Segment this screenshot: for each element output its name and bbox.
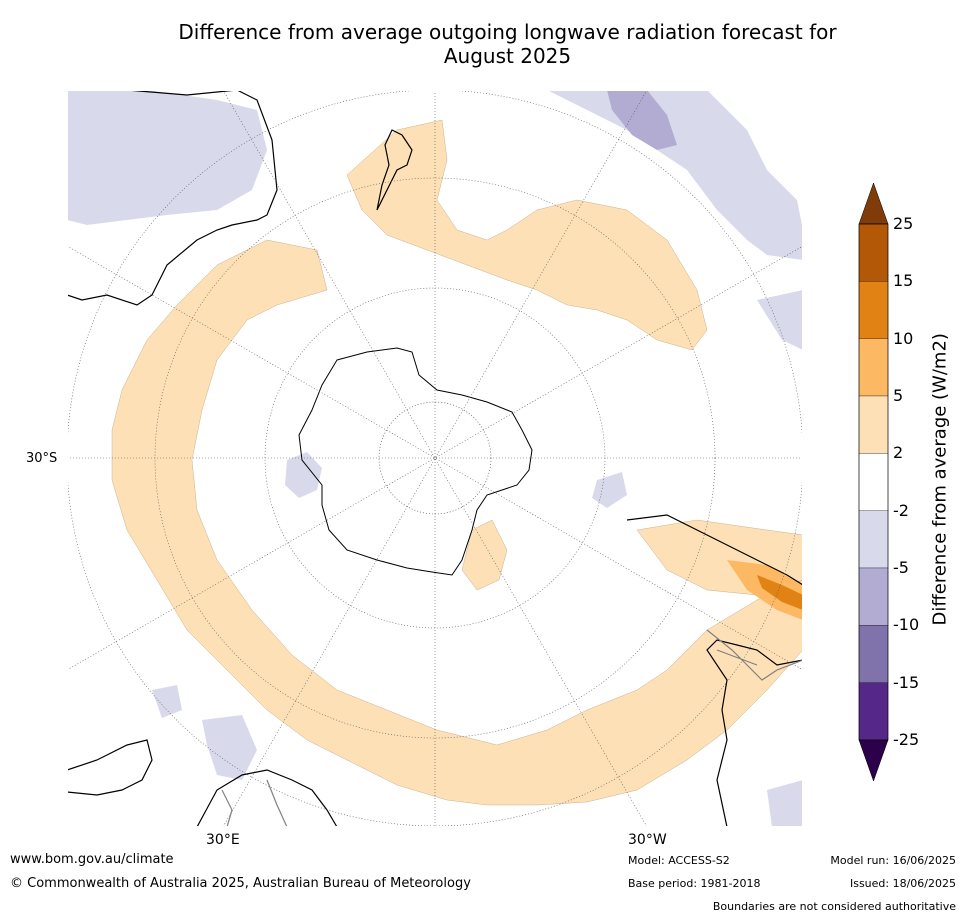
neg-area-india-ocean <box>152 685 182 718</box>
footer-disclaimer: Boundaries are not considered authoritat… <box>712 900 956 913</box>
strong-positive-area <box>757 575 803 610</box>
footer-model: Model: ACCESS-S2 <box>628 854 730 867</box>
colorbar-extend-bottom <box>858 739 889 782</box>
africa-coastline <box>67 739 338 827</box>
south-america-borders <box>706 629 803 681</box>
colorbar-segment <box>858 682 889 741</box>
colorbar-segment <box>858 625 889 683</box>
colorbar-segment <box>858 395 889 454</box>
colorbar-tick-label: -2 <box>893 500 909 520</box>
neg-area-southwest <box>202 715 257 780</box>
neg-area-bottom-right <box>767 780 803 827</box>
footer-base-period: Base period: 1981-2018 <box>628 877 761 890</box>
graticule <box>67 90 803 827</box>
map-title-line1: Difference from average outgoing longwav… <box>178 20 837 44</box>
colorbar-segment <box>858 223 889 282</box>
neg-area-scotia <box>592 472 627 508</box>
colorbar-tick-label: 2 <box>893 443 904 463</box>
neg-area-strong-south-america <box>607 90 677 150</box>
footer-model-run: Model run: 16/06/2025 <box>830 854 956 867</box>
lon-label-30e: 30°E <box>206 832 240 848</box>
colorbar-tick-label: 10 <box>893 328 914 348</box>
colorbar-tick-label: 15 <box>893 271 914 291</box>
colorbar-tick-label: -25 <box>893 730 920 749</box>
negative-anomaly-areas <box>67 90 803 827</box>
colorbar-tick-label: -5 <box>893 558 909 577</box>
lon-label-30w: 30°W <box>628 832 667 848</box>
colorbar-segment <box>858 338 889 397</box>
colorbar-extend-top <box>858 182 889 225</box>
colorbar-tick-label: -15 <box>893 672 920 692</box>
neg-area-south-america-north <box>547 90 803 260</box>
neg-area-africa-west <box>67 90 267 225</box>
colorbar-label: Difference from average (W/m2) <box>929 333 951 626</box>
neg-area-southeast <box>757 290 803 350</box>
colorbar-title: Difference from average (W/m2) <box>925 330 955 630</box>
neg-area-antarctic-ice <box>285 452 322 498</box>
colorbar-segment <box>858 453 889 511</box>
antarctica-coastline <box>298 347 533 576</box>
new-zealand-coastline <box>376 129 413 211</box>
polar-map <box>67 90 803 827</box>
colorbar-segment <box>858 510 889 569</box>
map-title-line2: August 2025 <box>443 44 572 68</box>
africa-borders <box>221 779 288 827</box>
footer-url: www.bom.gov.au/climate <box>10 852 174 867</box>
colorbar-tick-label: -10 <box>893 615 920 635</box>
stronger-negative-area <box>607 90 677 150</box>
footer-copyright: © Commonwealth of Australia 2025, Austra… <box>10 876 471 891</box>
footer-issued: Issued: 18/06/2025 <box>849 877 956 890</box>
pos-ring-west-arc <box>111 239 803 806</box>
map-title: Difference from average outgoing longwav… <box>60 20 955 68</box>
colorbar-tick-label: 25 <box>893 214 914 233</box>
pos-area-new-zealand <box>346 119 708 351</box>
colorbar-segment <box>858 281 889 339</box>
colorbar <box>858 182 889 782</box>
pos-area-brazil-10-15 <box>757 575 803 610</box>
south-america-coastline <box>626 514 803 827</box>
lat-label-30s: 30°S <box>26 451 58 466</box>
australia-coastline <box>67 90 278 306</box>
colorbar-segments <box>858 223 889 741</box>
colorbar-tick-label: 5 <box>893 386 904 405</box>
colorbar-segment <box>858 567 889 626</box>
pos-area-weddell <box>461 519 508 591</box>
